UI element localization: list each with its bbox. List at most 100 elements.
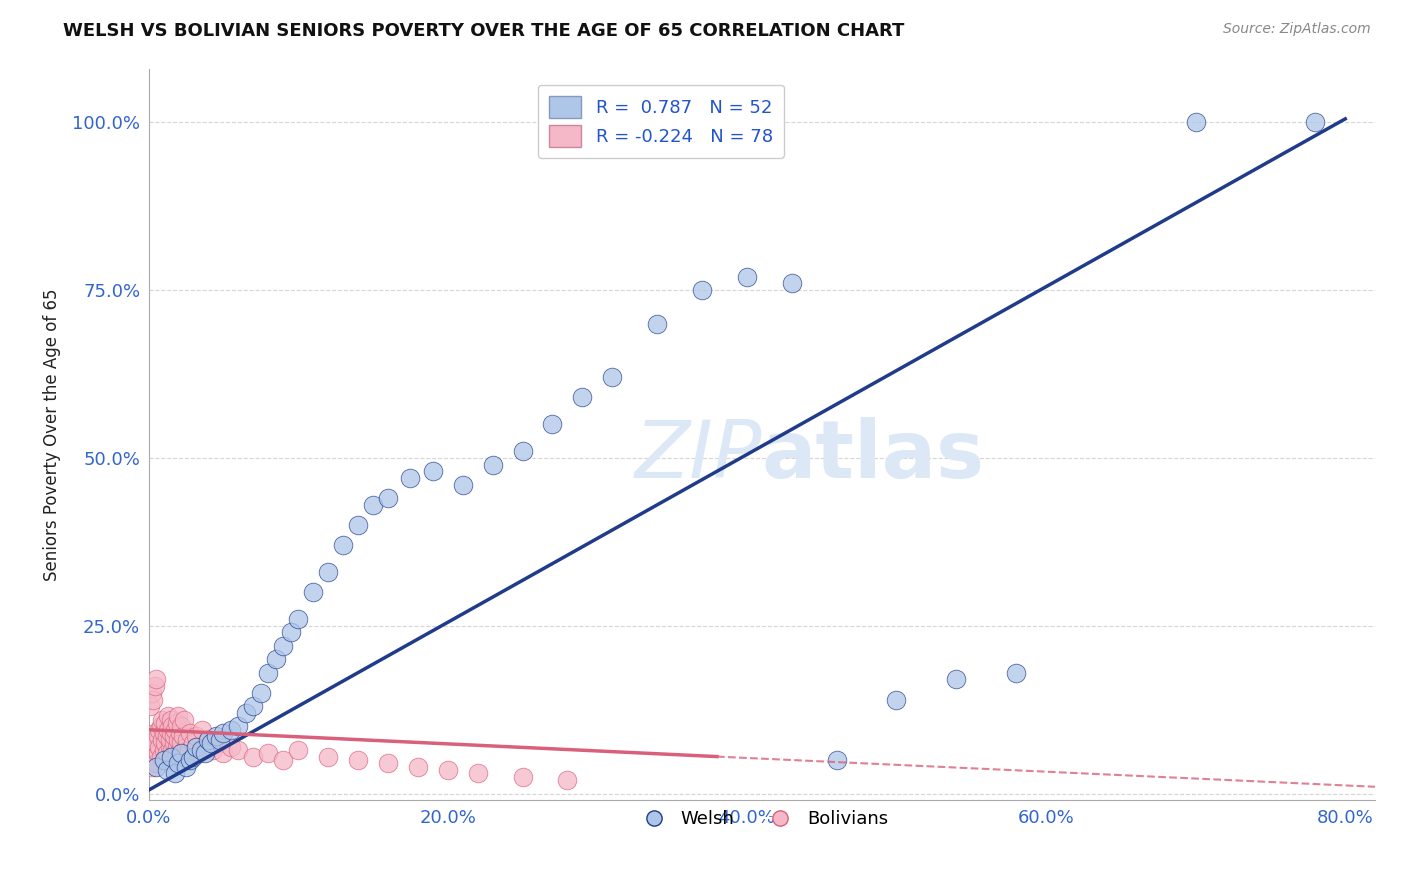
Point: [159, 739, 181, 754]
Point: [219, 739, 242, 754]
Point: [139, 699, 162, 714]
Point: [169, 726, 191, 740]
Point: [209, 732, 232, 747]
Point: [1184, 115, 1206, 129]
Point: [377, 756, 399, 771]
Point: [226, 719, 249, 733]
Point: [886, 692, 908, 706]
Point: [170, 719, 193, 733]
Point: [166, 739, 188, 754]
Point: [155, 746, 177, 760]
Point: [645, 317, 668, 331]
Point: [142, 753, 165, 767]
Point: [186, 730, 208, 744]
Point: [156, 723, 179, 737]
Point: [162, 719, 184, 733]
Point: [257, 746, 280, 760]
Point: [945, 673, 967, 687]
Point: [249, 686, 271, 700]
Point: [155, 763, 177, 777]
Point: [1303, 115, 1326, 129]
Point: [512, 770, 534, 784]
Text: WELSH VS BOLIVIAN SENIORS POVERTY OVER THE AGE OF 65 CORRELATION CHART: WELSH VS BOLIVIAN SENIORS POVERTY OVER T…: [63, 22, 904, 40]
Point: [183, 749, 205, 764]
Point: [1005, 665, 1028, 680]
Point: [512, 444, 534, 458]
Point: [145, 756, 167, 771]
Point: [145, 673, 167, 687]
Point: [287, 743, 309, 757]
Point: [172, 749, 194, 764]
Text: ZIP: ZIP: [634, 417, 762, 495]
Point: [207, 736, 229, 750]
Point: [406, 759, 429, 773]
Point: [146, 746, 169, 760]
Point: [205, 730, 228, 744]
Point: [143, 743, 166, 757]
Point: [143, 679, 166, 693]
Point: [176, 732, 198, 747]
Point: [150, 713, 173, 727]
Point: [186, 739, 208, 754]
Point: [170, 746, 193, 760]
Point: [152, 743, 174, 757]
Point: [160, 713, 183, 727]
Point: [226, 743, 249, 757]
Point: [145, 759, 167, 773]
Point: [436, 763, 458, 777]
Point: [600, 370, 623, 384]
Point: [557, 773, 579, 788]
Point: [212, 726, 235, 740]
Point: [142, 732, 165, 747]
Point: [541, 417, 564, 432]
Point: [451, 477, 474, 491]
Point: [149, 749, 172, 764]
Point: [287, 612, 309, 626]
Point: [153, 736, 176, 750]
Point: [160, 749, 183, 764]
Point: [167, 732, 190, 747]
Point: [145, 736, 167, 750]
Point: [156, 709, 179, 723]
Point: [177, 743, 200, 757]
Point: [316, 565, 339, 579]
Point: [173, 713, 195, 727]
Point: [422, 464, 444, 478]
Point: [174, 759, 197, 773]
Point: [347, 518, 370, 533]
Point: [159, 732, 181, 747]
Point: [152, 753, 174, 767]
Y-axis label: Seniors Poverty Over the Age of 65: Seniors Poverty Over the Age of 65: [44, 288, 60, 581]
Point: [735, 269, 758, 284]
Point: [143, 726, 166, 740]
Point: [165, 723, 187, 737]
Point: [271, 639, 294, 653]
Point: [153, 716, 176, 731]
Point: [332, 538, 354, 552]
Point: [142, 692, 165, 706]
Point: [141, 686, 163, 700]
Point: [166, 716, 188, 731]
Point: [201, 743, 224, 757]
Point: [200, 736, 222, 750]
Point: [825, 753, 848, 767]
Point: [183, 736, 205, 750]
Point: [467, 766, 489, 780]
Point: [152, 726, 174, 740]
Point: [160, 726, 183, 740]
Text: Source: ZipAtlas.com: Source: ZipAtlas.com: [1223, 22, 1371, 37]
Point: [242, 749, 264, 764]
Point: [179, 753, 201, 767]
Point: [197, 732, 219, 747]
Point: [165, 766, 187, 780]
Point: [150, 732, 173, 747]
Point: [219, 723, 242, 737]
Point: [377, 491, 399, 505]
Point: [257, 665, 280, 680]
Point: [179, 726, 201, 740]
Point: [148, 723, 170, 737]
Point: [481, 458, 503, 472]
Point: [155, 730, 177, 744]
Point: [571, 391, 593, 405]
Point: [316, 749, 339, 764]
